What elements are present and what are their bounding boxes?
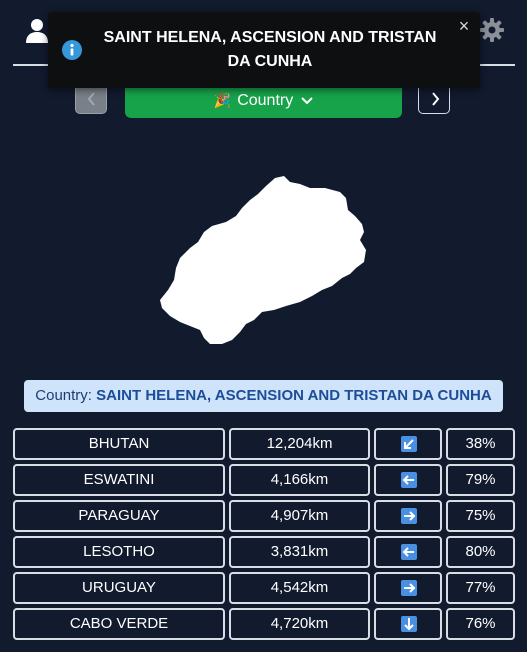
arrow-southwest-icon: [401, 436, 417, 452]
guess-distance: 3,831km: [229, 536, 370, 568]
toast-notification: SAINT HELENA, ASCENSION AND TRISTAN DA C…: [48, 12, 480, 88]
chevron-right-icon: [432, 92, 440, 106]
answer-value: SAINT HELENA, ASCENSION AND TRISTAN DA C…: [96, 387, 492, 404]
arrow-left-icon: [401, 472, 417, 488]
guess-row: BHUTAN 12,204km 38%: [13, 428, 515, 460]
answer-label: Country:: [35, 387, 92, 404]
guess-row: ESWATINI 4,166km 79%: [13, 464, 515, 496]
guess-direction: [374, 428, 442, 460]
arrow-down-icon: [401, 616, 417, 632]
toast-message: SAINT HELENA, ASCENSION AND TRISTAN DA C…: [103, 29, 437, 70]
guess-row: PARAGUAY 4,907km 75%: [13, 500, 515, 532]
guess-distance: 4,166km: [229, 464, 370, 496]
guess-row: URUGUAY 4,542km 77%: [13, 572, 515, 604]
gear-icon[interactable]: [480, 18, 504, 42]
chevron-down-icon: [301, 97, 313, 105]
guess-proximity: 77%: [446, 572, 515, 604]
guess-proximity: 76%: [446, 608, 515, 640]
chevron-left-icon: [87, 92, 95, 106]
guess-country: BHUTAN: [13, 428, 225, 460]
guess-row: LESOTHO 3,831km 80%: [13, 536, 515, 568]
guess-distance: 4,907km: [229, 500, 370, 532]
arrow-right-icon: [401, 580, 417, 596]
guess-direction: [374, 608, 442, 640]
guess-country: URUGUAY: [13, 572, 225, 604]
guess-row: CABO VERDE 4,720km 76%: [13, 608, 515, 640]
guess-direction: [374, 572, 442, 604]
guess-direction: [374, 464, 442, 496]
country-button-label: Country: [237, 92, 294, 109]
guess-proximity: 75%: [446, 500, 515, 532]
guess-country: LESOTHO: [13, 536, 225, 568]
arrow-right-icon: [401, 508, 417, 524]
user-icon[interactable]: [25, 18, 49, 44]
guess-country: PARAGUAY: [13, 500, 225, 532]
guess-distance: 4,542km: [229, 572, 370, 604]
guess-country: ESWATINI: [13, 464, 225, 496]
guess-direction: [374, 500, 442, 532]
country-silhouette: [160, 176, 366, 344]
guess-proximity: 79%: [446, 464, 515, 496]
guess-country: CABO VERDE: [13, 608, 225, 640]
guess-proximity: 38%: [446, 428, 515, 460]
answer-banner: Country: SAINT HELENA, ASCENSION AND TRI…: [24, 380, 503, 412]
guess-direction: [374, 536, 442, 568]
guess-distance: 12,204km: [229, 428, 370, 460]
guess-proximity: 80%: [446, 536, 515, 568]
guess-distance: 4,720km: [229, 608, 370, 640]
party-popper-icon: 🎉: [213, 92, 232, 108]
info-icon: [62, 40, 82, 60]
arrow-left-icon: [401, 544, 417, 560]
close-icon[interactable]: ×: [458, 16, 470, 36]
